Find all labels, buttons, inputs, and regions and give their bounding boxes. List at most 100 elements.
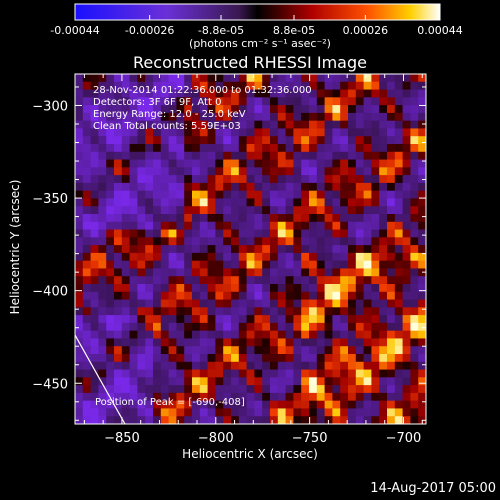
heatmap-cell (184, 354, 193, 363)
heatmap-cell (410, 385, 419, 394)
heatmap-cell (199, 175, 209, 184)
heatmap-cell (153, 221, 162, 231)
heatmap-cell (379, 416, 388, 424)
heatmap-cell (332, 354, 341, 363)
heatmap-cell (75, 136, 84, 145)
heatmap-cell (402, 159, 411, 168)
heatmap-cell (153, 112, 162, 122)
heatmap-cell (98, 182, 107, 192)
heatmap-cell (238, 120, 248, 130)
heatmap-cell (270, 385, 279, 394)
heatmap-cell (129, 136, 138, 145)
heatmap-cell (277, 276, 287, 285)
heatmap-cell (129, 229, 138, 238)
heatmap-cell (254, 315, 263, 324)
heatmap-cell (387, 128, 396, 137)
heatmap-cell (192, 190, 201, 200)
heatmap-cell (145, 385, 154, 394)
heatmap-cell (301, 221, 310, 231)
heatmap-cell (121, 245, 131, 254)
heatmap-cell (301, 268, 310, 277)
heatmap-cell (231, 276, 240, 285)
heatmap-cell (98, 369, 107, 378)
heatmap-cell (387, 307, 396, 316)
heatmap-cell (246, 392, 255, 402)
heatmap-cell (309, 221, 318, 231)
heatmap-cell (223, 408, 232, 417)
heatmap-cell (277, 268, 287, 277)
heatmap-cell (277, 190, 287, 200)
heatmap-cell (145, 299, 154, 308)
heatmap-cell (184, 112, 193, 122)
heatmap-cell (371, 128, 380, 137)
heatmap-cell (184, 369, 193, 378)
heatmap-cell (285, 229, 294, 238)
heatmap-cell (192, 206, 201, 215)
heatmap-cell (293, 268, 302, 277)
heatmap-cell (192, 299, 201, 308)
heatmap-cell (231, 322, 240, 332)
heatmap-cell (137, 112, 146, 122)
heatmap-cell (316, 182, 326, 192)
heatmap-cell (199, 338, 209, 347)
heatmap-cell (355, 105, 365, 114)
heatmap-cell (254, 89, 263, 98)
heatmap-cell (199, 315, 209, 324)
heatmap-cell (98, 377, 107, 386)
heatmap-cell (332, 299, 341, 308)
heatmap-cell (340, 182, 349, 192)
heatmap-cell (98, 81, 107, 91)
heatmap-cell (309, 229, 318, 238)
heatmap-cell (176, 252, 185, 262)
heatmap-cell (176, 190, 185, 200)
heatmap-cell (270, 338, 279, 347)
heatmap-cell (418, 214, 426, 223)
heatmap-cell (192, 291, 201, 301)
heatmap-cell (309, 315, 318, 324)
heatmap-cell (332, 276, 341, 285)
heatmap-cell (106, 237, 115, 246)
heatmap-cell (75, 252, 84, 262)
heatmap-cell (184, 120, 193, 130)
heatmap-cell (402, 338, 411, 347)
heatmap-cell (129, 112, 138, 122)
heatmap-cell (410, 400, 419, 410)
heatmap-cell (316, 385, 326, 394)
heatmap-cell (75, 214, 84, 223)
heatmap-cell (160, 377, 170, 386)
heatmap-cell (371, 408, 380, 417)
heatmap-cell (207, 276, 216, 285)
heatmap-cell (168, 159, 177, 168)
heatmap-cell (387, 361, 396, 371)
heatmap-cell (270, 354, 279, 363)
heatmap-cell (285, 354, 294, 363)
heatmap-cell (348, 299, 357, 308)
heatmap-cell (293, 198, 302, 207)
heatmap-cell (418, 260, 426, 270)
heatmap-cell (90, 159, 99, 168)
heatmap-cell (176, 120, 185, 130)
heatmap-cell (137, 284, 146, 293)
heatmap-cell (387, 338, 396, 347)
heatmap-cell (90, 182, 99, 192)
heatmap-cell (254, 408, 263, 417)
heatmap-cell (262, 346, 271, 355)
heatmap-cell (316, 361, 326, 371)
heatmap-cell (402, 97, 411, 106)
heatmap-cell (223, 377, 232, 386)
heatmap-cell (371, 245, 380, 254)
heatmap-cell (106, 245, 115, 254)
heatmap-cell (129, 291, 138, 301)
heatmap-cell (332, 284, 341, 293)
heatmap-cell (145, 346, 154, 355)
heatmap-cell (168, 276, 177, 285)
heatmap-cell (137, 128, 146, 137)
heatmap-cell (207, 128, 216, 137)
heatmap-cell (207, 221, 216, 231)
heatmap-cell (363, 198, 372, 207)
heatmap-cell (246, 136, 255, 145)
heatmap-cell (223, 284, 232, 293)
heatmap-cell (293, 214, 302, 223)
heatmap-cell (223, 190, 232, 200)
heatmap-cell (215, 144, 224, 153)
